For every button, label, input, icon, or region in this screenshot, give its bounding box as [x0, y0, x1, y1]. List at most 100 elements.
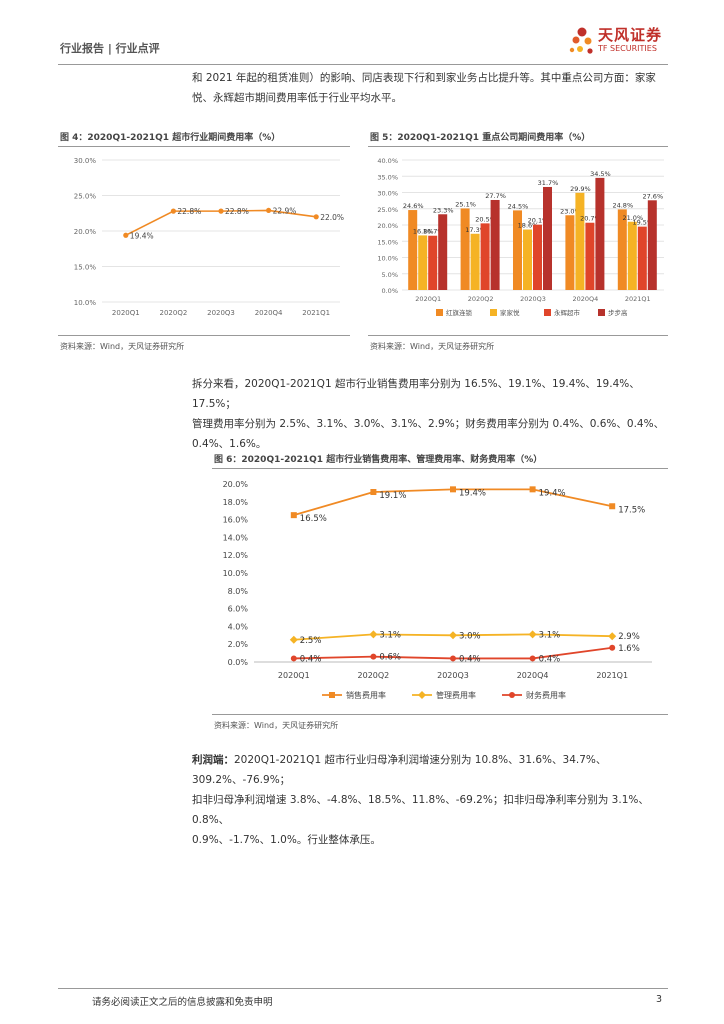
fig6-data-label: 0.6%: [379, 653, 401, 663]
fig6-ytick: 18.0%: [223, 498, 249, 507]
fig4-top-rule: [58, 146, 350, 147]
fig5-data-label: 27.7%: [485, 192, 506, 200]
fig5-bar: [533, 224, 542, 290]
fig5-ytick: 5.0%: [381, 271, 398, 279]
fig6-data-label: 2.9%: [618, 632, 640, 642]
fig6-ytick: 4.0%: [228, 622, 249, 631]
fig5-data-label: 19.5%: [632, 219, 653, 227]
fig5-bar: [428, 235, 438, 290]
fig4-data-label: 22.0%: [320, 213, 344, 222]
fig6-title: 图 6：2020Q1-2021Q1 超市行业销售费用率、管理费用率、财务费用率（…: [214, 455, 543, 465]
fig4-ytick: 30.0%: [74, 157, 97, 165]
split-paragraph: 拆分来看，2020Q1-2021Q1 超市行业销售费用率分别为 16.5%、19…: [192, 374, 670, 454]
fig6-data-label: 0.4%: [459, 654, 481, 664]
fig5-bar: [490, 199, 500, 290]
fig6-point: [609, 503, 616, 510]
fig4-xtick: 2020Q2: [160, 309, 188, 317]
fig6-ytick: 10.0%: [223, 569, 249, 578]
fig6-legend-label: 财务费用率: [526, 690, 566, 700]
fig5-data-label: 20.1%: [528, 217, 549, 225]
fig6-data-label: 0.4%: [300, 654, 322, 664]
fig5-xtick: 2021Q1: [625, 295, 651, 303]
header-divider: [58, 64, 668, 65]
fig6-data-label: 3.1%: [539, 630, 561, 640]
fig5-bar: [523, 229, 532, 290]
profit-lead: 利润端：: [192, 754, 234, 766]
disclaimer-note: 请务必阅读正文之后的信息披露和免责申明: [92, 997, 273, 1008]
fig6-data-label: 0.4%: [539, 654, 561, 664]
footer-divider: [58, 988, 668, 989]
fig6-data-label: 19.1%: [379, 491, 406, 501]
fig5-bar: [637, 226, 647, 290]
fig4-chart: 10.0% 15.0% 20.0% 25.0% 30.0% 2020Q1 2020Q2 202…: [74, 157, 344, 317]
fig5-data-label: 29.9%: [570, 185, 591, 193]
fig6-data-label: 2.5%: [300, 636, 322, 646]
fig5-legend-swatch: [544, 309, 551, 316]
fig6-point: [609, 644, 616, 651]
fig5-bar: [408, 210, 418, 290]
fig6-xtick: 2020Q4: [517, 671, 549, 680]
fig5-data-label: 24.6%: [403, 202, 424, 210]
flower-icon: [569, 27, 593, 54]
logo-en-text: TF SECURITIES: [598, 44, 657, 53]
fig6-point: [290, 655, 297, 662]
fig6-data-label: 3.1%: [379, 630, 401, 640]
fig6-point: [450, 486, 456, 493]
fig6-source: 资料来源：Wind，天风证券研究所: [214, 721, 339, 730]
fig6-point: [370, 653, 377, 660]
fig5-data-label: 20.7%: [580, 215, 601, 223]
fig5-data-label: 23.0%: [560, 207, 581, 215]
fig5-bar: [585, 222, 595, 290]
fig5-bar: [513, 210, 522, 290]
fig5-bar: [460, 208, 470, 290]
fig6-top-rule: [212, 468, 668, 469]
fig5-bar: [617, 209, 627, 290]
fig5-bar: [647, 200, 657, 290]
fig4-point: [170, 208, 176, 214]
fig4-data-label: 22.8%: [177, 207, 201, 216]
fig4-xtick: 2020Q1: [112, 309, 140, 317]
fig6-point: [528, 630, 537, 639]
fig5-data-label: 16.7%: [423, 228, 444, 236]
fig6-point: [529, 655, 536, 662]
fig5-bar: [595, 177, 605, 290]
fig5-legend-label: 红旗连锁: [446, 308, 473, 317]
fig5-ytick: 35.0%: [377, 173, 398, 181]
fig6-chart: 0.0% 2.0% 4.0% 6.0% 8.0% 10.0% 12.0% 14.0% 16.0%…: [223, 480, 652, 700]
fig6-point: [608, 632, 617, 641]
fig5-source: 资料来源：Wind，天风证券研究所: [370, 342, 495, 351]
fig6-point: [369, 630, 378, 639]
fig5-ytick: 15.0%: [377, 238, 398, 246]
fig5-data-label: 24.5%: [508, 202, 529, 210]
fig4-xtick: 2020Q4: [255, 309, 283, 317]
fig6-ytick: 14.0%: [223, 533, 249, 542]
split-line-3: 0.4%、1.6%。: [192, 438, 267, 450]
fig6-ytick: 0.0%: [228, 658, 249, 667]
fig5-bottom-rule: [368, 335, 668, 336]
fig5-top-rule: [368, 146, 668, 147]
intro-paragraph: 和 2021 年起的租赁准则）的影响、同店表现下行和到家业务占比提升等。其中重点…: [192, 68, 670, 108]
fig5-xtick: 2020Q1: [415, 295, 441, 303]
fig6-legend-marker: [418, 691, 426, 699]
fig4-point: [218, 208, 224, 214]
page-number: 3: [656, 994, 663, 1005]
fig5-data-label: 17.3%: [465, 226, 486, 234]
fig6-xtick: 2020Q1: [278, 671, 310, 680]
fig6-data-label: 16.5%: [300, 514, 327, 524]
fig5-bar: [418, 235, 428, 290]
fig6-point: [370, 489, 377, 496]
fig4-ytick: 20.0%: [74, 228, 97, 236]
fig4-data-label: 19.4%: [130, 231, 154, 240]
profit-line-1: 2020Q1-2021Q1 超市行业归母净利润增速分别为 10.8%、31.6%…: [192, 754, 607, 786]
fig6-data-label: 19.4%: [459, 488, 486, 498]
fig5-xtick: 2020Q4: [573, 295, 599, 303]
fig5-data-label: 18.6%: [518, 222, 539, 230]
fig6-point: [450, 655, 456, 662]
fig6-xtick: 2020Q3: [437, 671, 469, 680]
fig5-bar: [575, 192, 585, 290]
fig5-data-label: 24.8%: [612, 201, 633, 209]
fig5-ytick: 30.0%: [377, 190, 398, 198]
fig5-bar: [543, 186, 552, 290]
fig5-ytick: 0.0%: [381, 287, 398, 295]
intro-line-2: 悦、永辉超市期间费用率低于行业平均水平。: [192, 92, 402, 104]
